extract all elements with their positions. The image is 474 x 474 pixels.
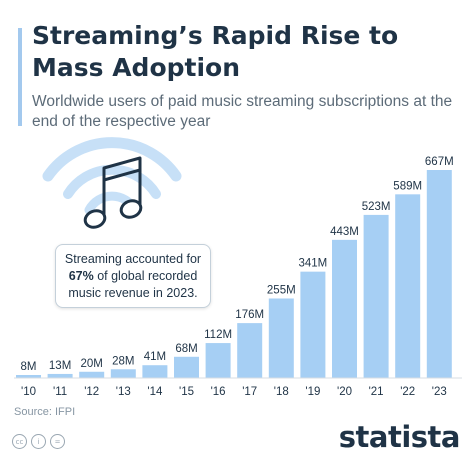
category-label: '23 xyxy=(432,386,447,398)
category-label: '19 xyxy=(305,386,320,398)
bar-16 xyxy=(205,343,231,378)
category-label: '22 xyxy=(400,386,415,398)
annotation-line3: music revenue in 2023. xyxy=(68,286,198,300)
bar-13 xyxy=(110,369,136,378)
annotation-callout: Streaming accounted for 67% of global re… xyxy=(55,244,211,308)
title-accent-bar xyxy=(18,28,22,126)
bar-10 xyxy=(16,375,41,378)
category-label: '17 xyxy=(242,386,257,398)
value-label: 443M xyxy=(330,226,359,238)
bar-15 xyxy=(174,356,199,378)
category-label: '10 xyxy=(21,386,36,398)
annotation-line1: Streaming accounted for xyxy=(64,252,202,266)
value-label: 112M xyxy=(204,329,232,341)
chart-title: Streaming’s Rapid Rise to Mass Adoption xyxy=(32,21,399,82)
value-label: 255M xyxy=(267,284,296,296)
bar-20 xyxy=(332,239,357,378)
music-note-icon xyxy=(83,156,143,229)
bar-19 xyxy=(300,271,326,378)
license-icons: cc i = xyxy=(12,434,65,449)
bar-22 xyxy=(395,194,421,378)
annotation-highlight: 67% xyxy=(68,269,94,283)
category-label: '12 xyxy=(84,386,99,398)
category-label: '15 xyxy=(179,386,194,398)
bar-18 xyxy=(268,298,294,378)
value-label: 341M xyxy=(299,258,328,270)
category-label: '21 xyxy=(369,386,384,398)
category-label: '11 xyxy=(53,386,67,398)
value-label: 176M xyxy=(235,309,264,321)
bar-23 xyxy=(426,170,452,378)
bar-12 xyxy=(79,371,105,378)
bar-17 xyxy=(237,323,263,378)
statista-logo: statista xyxy=(338,420,461,454)
value-label: 20M xyxy=(81,358,103,370)
category-label: '18 xyxy=(274,386,289,398)
category-label: '16 xyxy=(211,386,226,398)
chart-subtitle: Worldwide users of paid music streaming … xyxy=(32,93,453,130)
bar-21 xyxy=(363,214,389,378)
value-label: 667M xyxy=(425,156,454,168)
value-label: 523M xyxy=(362,201,391,213)
value-label: 41M xyxy=(144,351,166,363)
category-label: '14 xyxy=(147,386,163,398)
value-label: 68M xyxy=(175,343,197,355)
bar-14 xyxy=(142,365,168,378)
bars-group: 8M '10 13M '11 20M '12 28M '13 41M '14 68M '15 112M '… xyxy=(16,156,454,398)
value-label: 8M xyxy=(21,361,37,373)
category-label: '13 xyxy=(116,386,131,398)
value-label: 28M xyxy=(112,355,134,367)
cc-icon[interactable]: cc xyxy=(12,434,27,449)
annotation-line2: of global recorded xyxy=(93,269,198,283)
category-label: '20 xyxy=(337,386,352,398)
info-icon[interactable]: i xyxy=(31,434,46,449)
bar-11 xyxy=(47,373,73,378)
source-note: Source: IFPI xyxy=(14,406,76,418)
value-label: 589M xyxy=(393,180,422,192)
equals-icon[interactable]: = xyxy=(50,434,65,449)
value-label: 13M xyxy=(49,360,71,372)
